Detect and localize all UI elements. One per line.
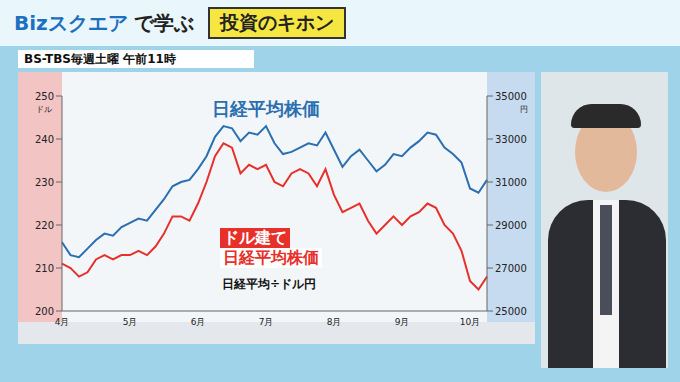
svg-text:250: 250: [35, 91, 54, 102]
svg-text:4月: 4月: [55, 317, 70, 327]
svg-text:35000: 35000: [495, 91, 527, 102]
html-text:日経平均株価: 日経平均株価: [223, 248, 319, 267]
svg-text:6月: 6月: [191, 317, 206, 327]
html-text:投資のキホン: 投資のキホン: [219, 11, 334, 33]
html-text:BS-TBS毎週土曜 午前11時: BS-TBS毎週土曜 午前11時: [24, 52, 176, 66]
svg-text:25000: 25000: [495, 306, 527, 317]
svg-text:230: 230: [35, 177, 54, 188]
html-text:Bizスクエア で学ぶ: Bizスクエア で学ぶ: [14, 10, 194, 35]
svg-text:27000: 27000: [495, 263, 527, 274]
svg-text:29000: 29000: [495, 220, 527, 231]
html-text:円: 円: [520, 105, 528, 114]
svg-text:9月: 9月: [395, 317, 410, 327]
html-text:日経平均÷ドル円: 日経平均÷ドル円: [222, 277, 317, 291]
svg-text:7月: 7月: [259, 317, 274, 327]
svg-text:5月: 5月: [123, 317, 138, 327]
svg-text:33000: 33000: [495, 134, 527, 145]
svg-text:220: 220: [35, 220, 54, 231]
svg-text:10月: 10月: [460, 317, 480, 327]
svg-text:200: 200: [35, 306, 54, 317]
html-text:ドル建て: ドル建て: [223, 228, 287, 247]
html-text:日経平均株価: 日経平均株価: [212, 98, 320, 119]
svg-text:31000: 31000: [495, 177, 527, 188]
svg-text:8月: 8月: [327, 317, 342, 327]
html-text:ドル: ドル: [36, 105, 52, 114]
svg-text:240: 240: [35, 134, 54, 145]
svg-text:210: 210: [35, 263, 54, 274]
